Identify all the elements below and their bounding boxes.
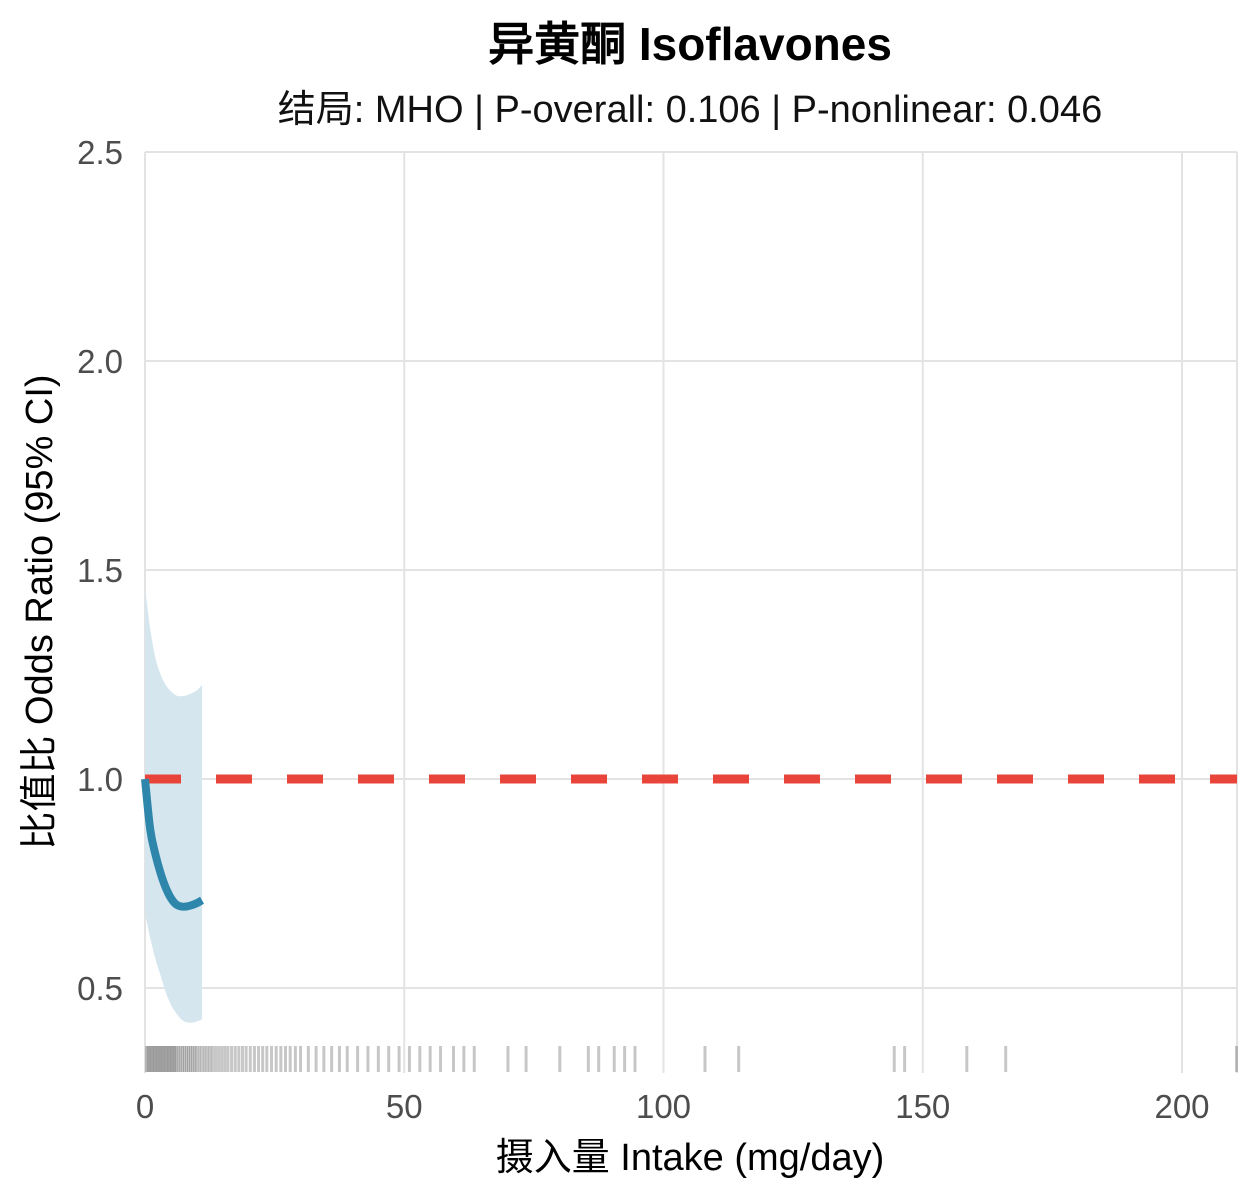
y-tick-label: 1.0 (77, 761, 123, 798)
y-tick-label: 2.0 (77, 343, 123, 380)
series-line (141, 778, 205, 911)
y-axis-title: 比值比 Odds Ratio (95% CI) (19, 374, 61, 849)
confidence-band-layer (145, 586, 203, 1023)
grid (144, 151, 1238, 1073)
y-axis-ticks: 0.5 1.0 1.5 2.0 2.5 (77, 134, 123, 1007)
x-tick-label: 100 (636, 1088, 691, 1125)
series-line-layer (141, 778, 205, 911)
x-axis-title: 摄入量 Intake (mg/day) (496, 1137, 885, 1179)
y-tick-label: 2.5 (77, 134, 123, 171)
confidence-band (145, 586, 203, 1023)
x-tick-label: 50 (386, 1088, 423, 1125)
x-axis-ticks: 0 50 100 150 200 (136, 1088, 1210, 1125)
y-tick-label: 0.5 (77, 970, 123, 1007)
x-tick-label: 0 (136, 1088, 154, 1125)
chart-title: 异黄酮 Isoflavones (488, 18, 892, 70)
chart-subtitle: 结局: MHO | P-overall: 0.106 | P-nonlinear… (278, 89, 1102, 131)
y-tick-label: 1.5 (77, 552, 123, 589)
x-tick-label: 200 (1154, 1088, 1209, 1125)
x-tick-label: 150 (895, 1088, 950, 1125)
rug-marks (145, 1046, 1238, 1072)
